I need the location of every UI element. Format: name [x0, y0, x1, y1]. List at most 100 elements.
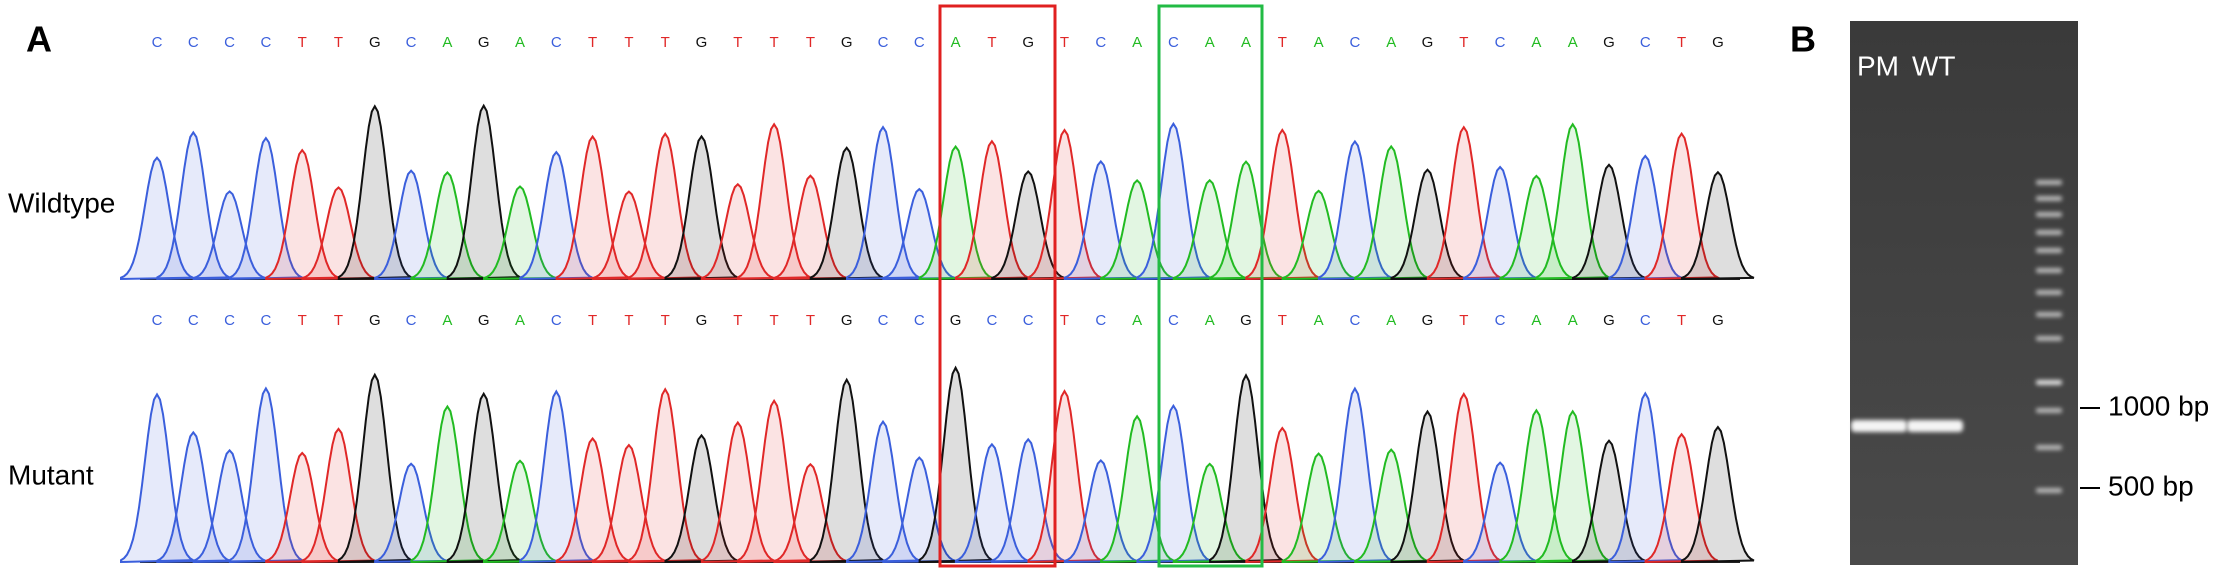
peak	[337, 372, 414, 564]
base-call: A	[1531, 312, 1541, 329]
ladder-band	[2036, 408, 2062, 413]
base-call: G	[369, 34, 381, 51]
peak	[483, 459, 557, 564]
peak	[809, 146, 884, 281]
peak	[773, 174, 847, 281]
peak	[1317, 386, 1395, 564]
ladder-band	[2036, 212, 2062, 217]
peak	[1463, 461, 1537, 564]
peak	[1063, 458, 1138, 564]
base-call: C	[260, 312, 271, 329]
base-call: T	[1278, 312, 1287, 329]
base-call: T	[1677, 34, 1686, 51]
peak	[954, 442, 1029, 564]
base-call: C	[551, 34, 562, 51]
base-call: G	[950, 312, 962, 329]
base-call: C	[1349, 312, 1360, 329]
peak	[192, 190, 266, 281]
base-call: G	[841, 312, 853, 329]
dna-band	[1851, 420, 1907, 432]
peak	[192, 448, 266, 564]
highlight-box	[1157, 4, 1264, 568]
marker-label: 1000 bp	[2108, 390, 2209, 421]
peak	[446, 391, 523, 564]
peak	[846, 125, 923, 281]
base-call: T	[1060, 34, 1069, 51]
peak	[1172, 178, 1247, 281]
ladder-band	[2036, 380, 2062, 385]
base-call: T	[1677, 312, 1686, 329]
peak	[1281, 189, 1355, 281]
peak	[1136, 121, 1213, 281]
base-call: A	[1241, 34, 1251, 51]
base-call: G	[841, 34, 853, 51]
peak	[1390, 168, 1464, 281]
peak	[1136, 403, 1213, 564]
base-call: A	[442, 312, 452, 329]
base-call: A	[515, 312, 525, 329]
base-call: C	[260, 34, 271, 51]
ladder-band	[2036, 488, 2062, 493]
peak	[664, 433, 738, 564]
base-call: T	[733, 34, 742, 51]
peak	[519, 150, 593, 281]
peak	[374, 169, 448, 281]
peak	[1644, 432, 1719, 564]
peak	[918, 365, 995, 564]
base-call: G	[478, 312, 490, 329]
base-call: C	[1495, 34, 1506, 51]
peak	[1390, 409, 1468, 564]
base-call: T	[806, 312, 815, 329]
base-call: C	[188, 312, 199, 329]
peak	[700, 420, 778, 564]
base-call: C	[152, 34, 163, 51]
peak	[1680, 425, 1755, 564]
peak	[410, 404, 487, 564]
base-call: T	[1459, 34, 1468, 51]
base-call: G	[1712, 34, 1724, 51]
peak	[664, 134, 742, 281]
peak	[483, 185, 557, 281]
base-call: A	[515, 34, 525, 51]
peak	[1100, 414, 1177, 564]
base-call: G	[1240, 312, 1252, 329]
base-call: T	[1278, 34, 1287, 51]
panel-label: B	[1790, 19, 1816, 60]
base-call: A	[951, 34, 961, 51]
peak	[591, 443, 666, 564]
peak	[1209, 160, 1283, 281]
highlight-box	[938, 4, 1057, 568]
peak	[1680, 170, 1755, 281]
panel-label: A	[26, 19, 52, 60]
base-call: A	[1132, 34, 1142, 51]
peak	[737, 398, 814, 564]
base-call: C	[1349, 34, 1360, 51]
base-call: G	[1603, 312, 1615, 329]
peak	[1172, 462, 1247, 564]
gel-bands	[1851, 180, 2062, 493]
ladder-band	[2036, 180, 2062, 185]
peak	[773, 462, 847, 564]
row-label: Wildtype	[8, 187, 115, 218]
base-call: T	[661, 312, 670, 329]
base-call: T	[588, 34, 597, 51]
base-call: C	[1495, 312, 1506, 329]
base-call: C	[914, 34, 925, 51]
peak	[120, 156, 194, 281]
base-call: G	[1603, 34, 1615, 51]
base-call: T	[624, 312, 633, 329]
base-call: A	[1314, 34, 1324, 51]
base-call: T	[298, 34, 307, 51]
base-call: A	[1132, 312, 1142, 329]
peak	[882, 456, 956, 564]
ladder-band	[2036, 336, 2062, 341]
base-call: T	[298, 312, 307, 329]
peak	[301, 186, 375, 281]
peak	[156, 130, 233, 281]
peak	[1463, 165, 1537, 281]
peak	[374, 462, 448, 564]
peak	[228, 136, 306, 281]
base-call: C	[224, 34, 235, 51]
base-call: C	[878, 312, 889, 329]
